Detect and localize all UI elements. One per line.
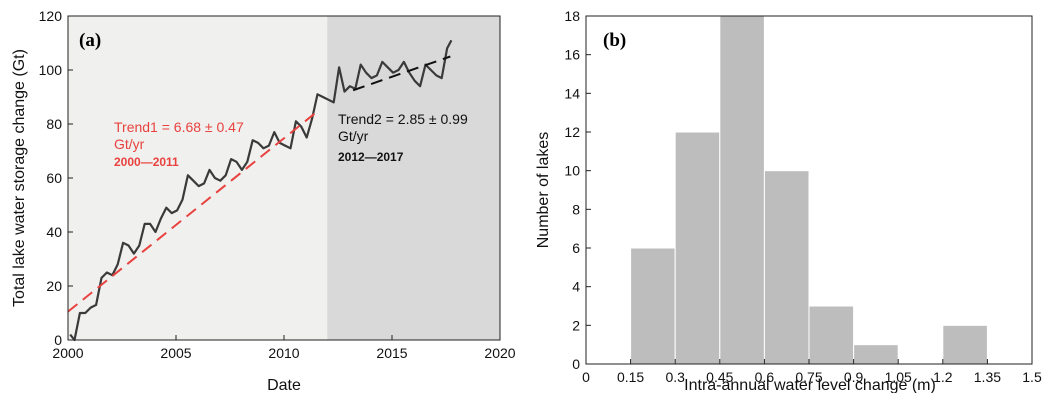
y-tick-label: 14 [564,85,580,101]
x-tick-label: 2000 [52,345,83,361]
storage-series-line [69,39,453,342]
histogram-bar [853,344,899,365]
trend2-unit: Gt/yr [338,128,369,144]
panel-a-label: (a) [79,30,101,51]
y-tick-label: 2 [572,317,580,333]
y-tick-label: 8 [572,201,580,217]
panel-b-ylabel: Number of lakes [535,132,552,249]
y-tick-label: 6 [572,240,580,256]
y-tick-label: 0 [54,332,62,348]
panel-b-xlabel: Intra-annual water level change (m) [684,377,936,393]
panel-a-ylabel: Total lake water storage change (Gt) [11,49,28,307]
trend1-period: 2000—2011 [114,155,179,169]
y-tick-label: 20 [46,278,62,294]
x-tick-label: 1.35 [974,369,1001,385]
y-tick-label: 10 [564,163,580,179]
y-tick-label: 120 [39,8,63,24]
y-tick-label: 4 [572,279,580,295]
panel-b-histogram: 0 0.15 0.3 0.45 0.6 0.75 0.9 1.05 1.2 1.35 1.5 0 2 4 6… [535,8,1042,393]
period-shade-1 [68,16,328,340]
histogram-bar [763,170,810,365]
x-tick-label: 1.2 [933,369,953,385]
histogram-bar [942,324,988,365]
trend1-line [67,109,320,313]
trend2-period: 2012—2017 [338,150,404,164]
histogram-bar [674,131,721,365]
histogram-bar [719,15,765,365]
x-tick-label: 2020 [484,345,515,361]
x-tick-label: 1.05 [885,369,912,385]
x-tick-label: 0.15 [617,369,644,385]
trend2-label: Trend2 = 2.85 ± 0.99 [338,111,468,127]
y-tick-label: 0 [572,356,580,372]
y-tick-label: 80 [46,116,62,132]
histogram-bar [630,247,676,365]
trend1-label: Trend1 = 6.68 ± 0.47 [114,119,244,135]
x-tick-label: 2015 [376,345,407,361]
y-tick-label: 18 [564,8,580,24]
x-tick-label: 0 [582,369,590,385]
x-tick-label: 2010 [268,345,299,361]
x-tick-label: 0.9 [844,369,864,385]
x-tick-label: 0.45 [706,369,733,385]
trend1-unit: Gt/yr [114,136,145,152]
histogram-bar [808,305,855,365]
x-tick-label: 1.5 [1022,369,1042,385]
y-tick-label: 16 [564,47,580,63]
period-shade-2 [327,16,500,340]
x-tick-label: 2005 [160,345,191,361]
panel-b-label: (b) [603,30,626,51]
panel-a-xlabel: Date [267,377,301,393]
y-tick-label: 100 [39,62,63,78]
x-tick-label: 0.3 [665,369,685,385]
trend2-line [352,55,451,92]
y-tick-label: 40 [46,224,62,240]
x-tick-label: 0.75 [795,369,822,385]
x-tick-label: 0.6 [755,369,775,385]
y-tick-label: 12 [564,124,580,140]
y-tick-label: 60 [46,170,62,186]
